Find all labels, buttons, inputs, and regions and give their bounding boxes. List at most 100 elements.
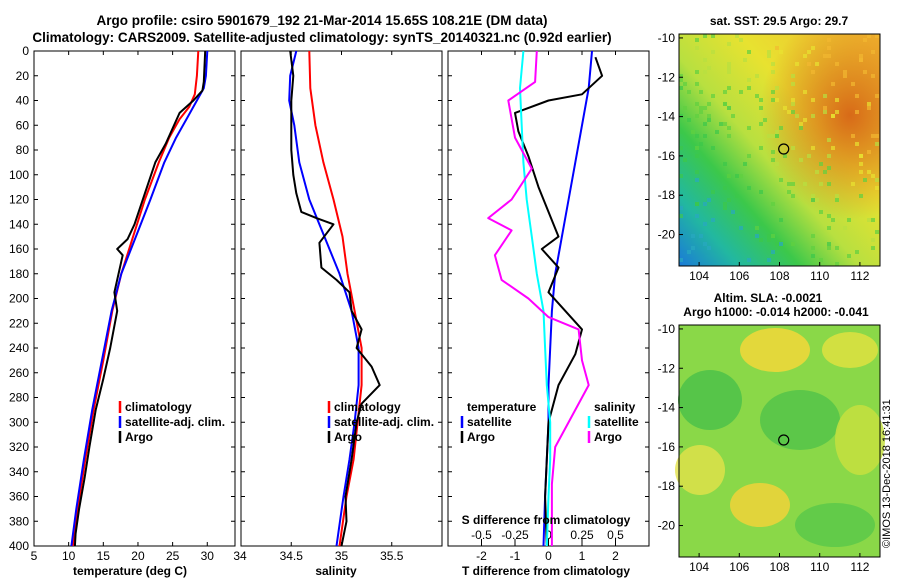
- sst-pixel: [791, 82, 795, 86]
- sst-pixel: [747, 126, 751, 130]
- sst-pixel: [867, 102, 871, 106]
- sst-pixel: [775, 162, 779, 166]
- map-y-tick-label: -20: [658, 519, 676, 533]
- sst-pixel: [811, 98, 815, 102]
- difference-legend: temperature satellite Argo salinity sate…: [460, 400, 639, 444]
- sst-pixel: [771, 150, 775, 154]
- sst-pixel: [859, 194, 863, 198]
- sst-pixel: [687, 250, 691, 254]
- depth-tick-label: 100: [9, 168, 29, 182]
- sla-high-2: [822, 332, 878, 368]
- sst-pixel: [827, 246, 831, 250]
- map-y-tick-label: -14: [658, 110, 676, 124]
- sst-pixel: [863, 38, 867, 42]
- sst-pixel: [695, 102, 699, 106]
- sst-pixel: [791, 98, 795, 102]
- sst-pixel: [703, 122, 707, 126]
- sst-pixel: [871, 74, 875, 78]
- sst-pixel: [775, 242, 779, 246]
- sst-pixel: [855, 142, 859, 146]
- sst-pixel: [731, 210, 735, 214]
- depth-tick-label: 40: [16, 94, 30, 108]
- map-y-tick-label: -12: [658, 361, 676, 375]
- sst-pixel: [803, 90, 807, 94]
- sst-pixel: [695, 202, 699, 206]
- sst-pixel: [743, 58, 747, 62]
- legend-satellite: satellite-adj. clim.: [334, 415, 434, 429]
- map-x-tick-label: 104: [689, 269, 709, 283]
- sst-pixel: [679, 146, 683, 150]
- sst-pixel: [779, 218, 783, 222]
- sst-pixel: [771, 62, 775, 66]
- sst-pixel: [707, 118, 711, 122]
- map-x-tick-label: 106: [729, 560, 749, 574]
- sst-pixel: [855, 250, 859, 254]
- sst-pixel: [851, 182, 855, 186]
- legend-climatology: climatology: [125, 400, 192, 414]
- sst-pixel: [679, 74, 683, 78]
- temperature-series: [70, 51, 209, 546]
- sst-pixel: [791, 74, 795, 78]
- salinity-xlabel: salinity: [315, 564, 357, 578]
- series-salinity-argo: [487, 51, 590, 546]
- sst-pixel: [871, 50, 875, 54]
- x-tick-label: 25: [166, 549, 180, 563]
- sst-pixel: [811, 114, 815, 118]
- sst-pixel: [823, 94, 827, 98]
- sst-pixel: [771, 70, 775, 74]
- sst-pixel: [819, 210, 823, 214]
- sst-pixel: [867, 218, 871, 222]
- map-y-tick-label: -12: [658, 70, 676, 84]
- temperature-xlabel: temperature (deg C): [73, 564, 187, 578]
- sst-pixel: [787, 190, 791, 194]
- sst-pixel: [775, 86, 779, 90]
- sst-pixel: [767, 54, 771, 58]
- sst-pixel: [759, 146, 763, 150]
- sst-pixel: [679, 130, 683, 134]
- series-temperature-argo: [514, 56, 604, 546]
- sst-pixel: [771, 158, 775, 162]
- x-tick-label: 2: [612, 549, 619, 563]
- sst-pixel: [771, 98, 775, 102]
- sst-pixel: [707, 246, 711, 250]
- sst-pixel: [747, 86, 751, 90]
- depth-tick-label: 220: [9, 316, 29, 330]
- sst-pixel: [867, 170, 871, 174]
- sst-pixel: [827, 166, 831, 170]
- sst-pixel: [739, 226, 743, 230]
- map-x-tick-label: 108: [769, 560, 789, 574]
- x-tick-label: 35: [335, 549, 349, 563]
- sst-pixel: [867, 106, 871, 110]
- sst-pixel: [683, 106, 687, 110]
- sst-pixel: [703, 106, 707, 110]
- sst-pixel: [843, 74, 847, 78]
- sst-pixel: [703, 34, 707, 38]
- sst-pixel: [807, 62, 811, 66]
- sst-heatmap: [679, 34, 880, 266]
- sst-pixel: [735, 34, 739, 38]
- sst-pixel: [783, 154, 787, 158]
- sst-pixel: [823, 106, 827, 110]
- x-tick-label: -1: [510, 549, 521, 563]
- sst-pixel: [815, 62, 819, 66]
- legend-s-satellite: satellite: [594, 415, 639, 429]
- depth-tick-label: 120: [9, 193, 29, 207]
- sst-pixel: [855, 94, 859, 98]
- sst-pixel: [679, 114, 683, 118]
- sst-pixel: [831, 218, 835, 222]
- sst-pixel: [711, 218, 715, 222]
- sst-pixel: [695, 114, 699, 118]
- depth-tick-label: 280: [9, 391, 29, 405]
- sst-pixel: [875, 186, 879, 190]
- sst-pixel: [815, 170, 819, 174]
- sst-pixel: [775, 130, 779, 134]
- sst-pixel: [787, 110, 791, 114]
- sst-pixel: [703, 202, 707, 206]
- sst-pixel: [851, 134, 855, 138]
- x-tick-label: 0: [545, 549, 552, 563]
- sst-pixel: [779, 242, 783, 246]
- s-tick-label: -0.25: [501, 528, 529, 542]
- sst-pixel: [827, 214, 831, 218]
- sst-pixel: [807, 154, 811, 158]
- sst-pixel: [851, 82, 855, 86]
